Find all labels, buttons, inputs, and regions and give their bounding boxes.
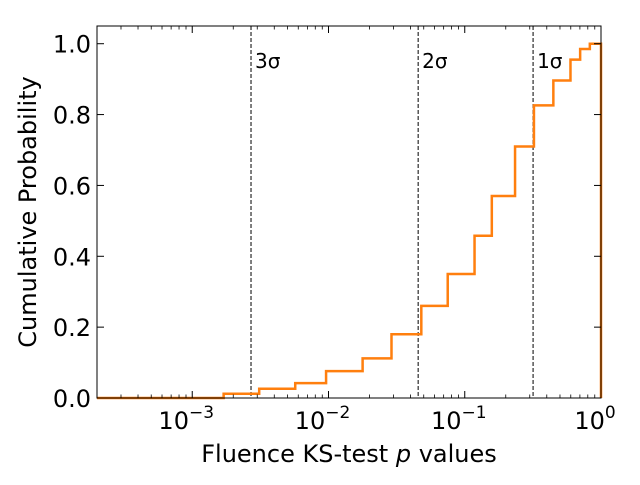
y-tick-label-6: 1.0: [53, 31, 91, 59]
series-layer: [97, 42, 603, 400]
sigma-line-label-2: 2σ: [422, 49, 448, 73]
reference-lines: 3σ 2σ 1σ: [250, 26, 563, 398]
y-tick-label-2: 0.2: [53, 314, 91, 342]
y-tick-label-1: 0.0: [53, 385, 91, 413]
x-tick-label-3: 10−1: [431, 403, 487, 435]
y-tick-label-4: 0.6: [53, 172, 91, 200]
x-tick-label-4: 100: [574, 403, 615, 435]
y-axis-label: Cumulative Probability: [14, 76, 42, 347]
y-tick-label-3: 0.4: [53, 243, 91, 271]
series-step-line-1: [97, 42, 603, 400]
sigma-line-label-3: 1σ: [537, 49, 563, 73]
x-tick-label-1: 10−3: [158, 403, 214, 435]
y-tick-label-5: 0.8: [53, 102, 91, 130]
sigma-line-label-1: 3σ: [255, 49, 281, 73]
x-axis-label: Fluence KS-test p values: [201, 440, 497, 468]
plot-frame: [96, 25, 602, 399]
ticks-layer: 10−3 10−2 10−1 100 0.0 0.2 0.4 0.6 0.8 1.0: [53, 26, 616, 435]
x-tick-label-2: 10−2: [295, 403, 351, 435]
